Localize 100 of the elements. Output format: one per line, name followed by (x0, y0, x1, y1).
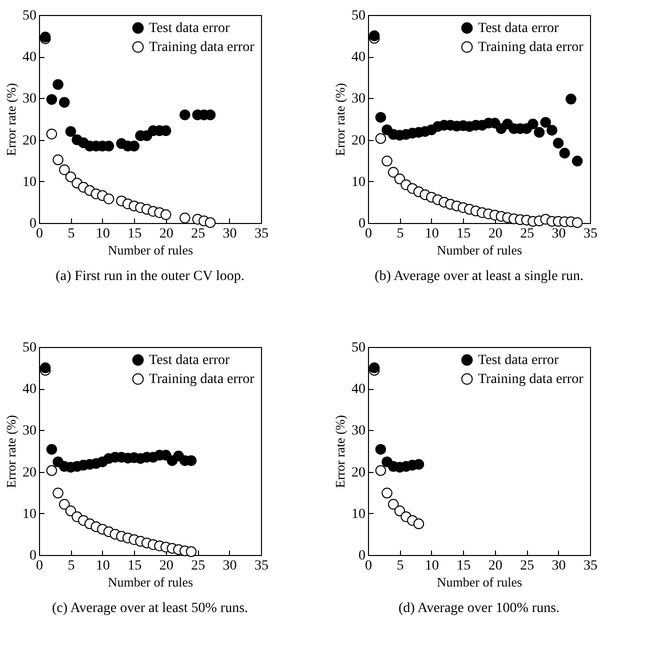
y-axis-title: Error rate (%) (332, 83, 348, 156)
point (46, 94, 58, 105)
point (180, 212, 190, 224)
legend-label: Training data error (478, 40, 584, 55)
point (375, 465, 386, 476)
x-tick-label: 10 (96, 558, 110, 574)
point (368, 362, 380, 374)
y-tick-label: 10 (22, 506, 36, 522)
x-tick-label: 15 (456, 558, 471, 574)
y-tick-label: 10 (22, 174, 36, 190)
point (52, 154, 64, 166)
point (382, 156, 392, 166)
point (559, 148, 570, 158)
point (180, 109, 190, 120)
y-tick-label: 0 (30, 216, 36, 232)
y-axis-title: Error rate (%) (332, 415, 348, 488)
y-tick-label: 50 (352, 340, 366, 356)
y-tick-label: 10 (352, 506, 366, 522)
x-tick-label: 5 (68, 226, 75, 242)
text: (a) First run in the outer CV loop. (56, 269, 244, 284)
x-tick-label: 35 (254, 226, 268, 242)
point (52, 79, 64, 90)
point (59, 498, 70, 510)
y-tick-label: 30 (22, 424, 36, 439)
point (375, 133, 386, 144)
y-tick-label: 20 (352, 133, 366, 148)
x-tick-label: 15 (456, 226, 471, 242)
point (160, 209, 172, 220)
y-tick-label: 50 (352, 8, 366, 24)
y-tick-label: 20 (22, 465, 36, 480)
text: (d) Average over 100% runs. (398, 601, 560, 616)
y-tick-label: 50 (22, 8, 36, 24)
y-tick-label: 20 (352, 465, 366, 480)
x-tick-label: 25 (191, 226, 206, 242)
x-tick-label: 20 (488, 226, 502, 242)
x-tick-label: 15 (128, 226, 142, 242)
y-tick-label: 40 (352, 382, 366, 398)
x-axis-title: Number of rules (108, 574, 194, 590)
y-tick-label: 40 (22, 50, 36, 66)
point (566, 94, 576, 104)
point (572, 156, 583, 166)
x-tick-label: 30 (552, 558, 566, 574)
text: (b) Average over at least a single run. (374, 269, 584, 284)
x-tick-label: 35 (584, 558, 598, 574)
x-axis-title: Number of rules (436, 574, 522, 590)
x-tick-label: 20 (159, 226, 174, 242)
point (540, 116, 551, 128)
y-tick-label: 20 (22, 133, 36, 148)
point (46, 444, 58, 455)
legend-label: Test data error (478, 353, 559, 368)
point (204, 217, 216, 228)
x-tick-label: 20 (488, 558, 502, 574)
point (375, 112, 386, 123)
x-tick-label: 35 (254, 558, 268, 574)
y-tick-label: 10 (352, 174, 366, 190)
legend-label: Test data error (478, 21, 559, 36)
text: (c) Average over at least 50% runs. (52, 601, 248, 616)
x-tick-label: 5 (396, 226, 404, 242)
x-tick-label: 5 (68, 558, 75, 574)
point (375, 444, 386, 455)
x-tick-label: 20 (159, 558, 174, 574)
x-axis-title: Number of rules (108, 242, 194, 258)
y-tick-label: 0 (30, 548, 36, 564)
point (413, 518, 424, 530)
point (40, 362, 51, 374)
point (382, 488, 392, 498)
point (103, 194, 114, 204)
point (388, 498, 399, 510)
legend-label: Training data error (149, 372, 255, 387)
y-tick-label: 50 (22, 340, 36, 356)
y-tick-label: 0 (358, 216, 366, 232)
x-tick-label: 35 (584, 226, 598, 242)
y-tick-label: 0 (358, 548, 366, 564)
y-axis-title: Error rate (%) (4, 83, 18, 156)
point (368, 30, 380, 42)
y-tick-label: 30 (352, 424, 366, 439)
point (528, 118, 538, 130)
x-tick-label: 10 (424, 558, 439, 574)
x-axis-title: Number of rules (436, 242, 522, 258)
point (394, 506, 406, 516)
point (546, 124, 558, 136)
legend-label: Test data error (149, 21, 230, 36)
point (59, 96, 70, 108)
y-tick-label: 30 (352, 92, 366, 107)
legend-label: Test data error (149, 353, 230, 368)
y-axis-title: Error rate (%) (4, 415, 18, 488)
y-tick-label: 40 (352, 50, 366, 66)
point (65, 126, 76, 137)
point (388, 166, 399, 178)
legend-label: Training data error (478, 372, 584, 387)
x-tick-label: 15 (128, 558, 142, 574)
point (65, 506, 76, 516)
point (52, 488, 64, 498)
x-tick-label: 25 (520, 558, 534, 574)
point (534, 126, 545, 138)
x-tick-label: 10 (424, 226, 439, 242)
point (46, 128, 58, 140)
point (46, 465, 58, 476)
y-tick-label: 30 (22, 92, 36, 107)
x-tick-label: 10 (96, 226, 110, 242)
